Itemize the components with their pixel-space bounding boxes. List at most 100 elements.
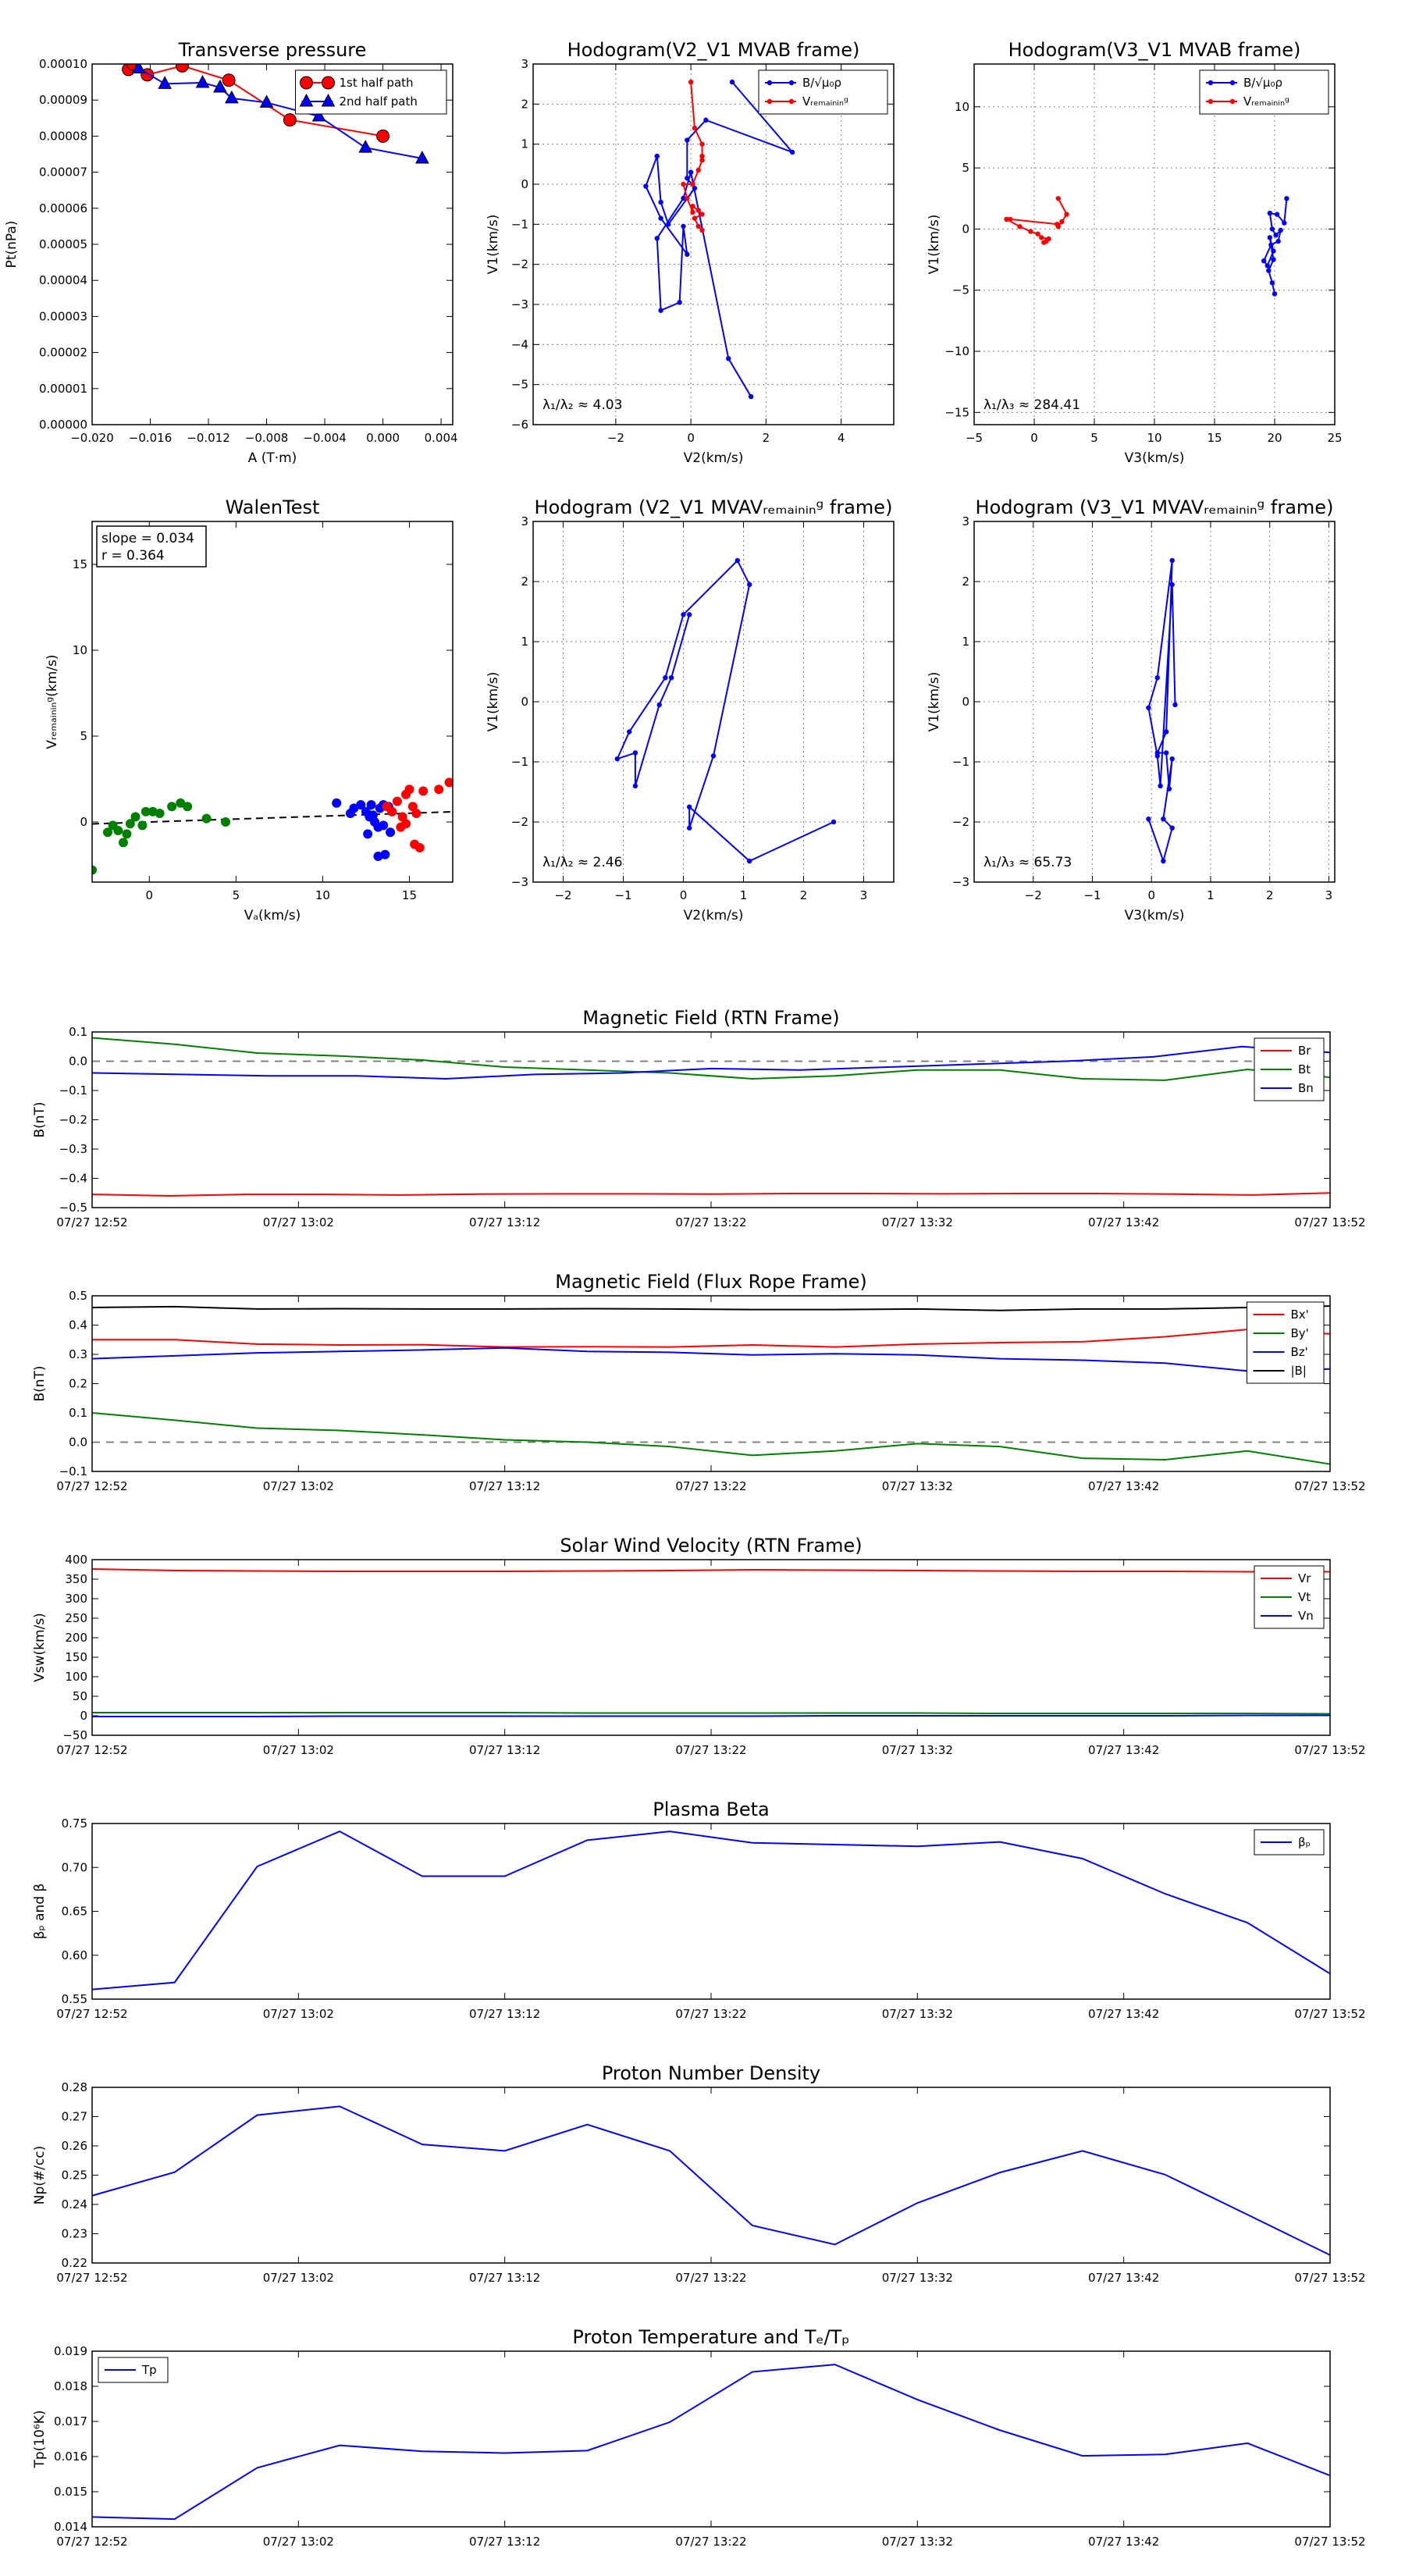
- series-line: [1147, 560, 1176, 864]
- series-line: [92, 1045, 1330, 1080]
- data-point: [444, 777, 453, 788]
- legend: βₚ: [1254, 1829, 1325, 1856]
- y-tick-label: 250: [65, 1611, 87, 1625]
- y-tick-label: 0: [962, 222, 969, 236]
- legend-marker: [321, 93, 336, 107]
- time-tick-label: 07/27 13:02: [263, 1743, 334, 1757]
- y-tick-label: −15: [944, 405, 969, 419]
- y-axis-label: Tp(10⁶K): [32, 2410, 48, 2468]
- x-tick-label: 3: [860, 888, 868, 902]
- data-point: [735, 557, 740, 564]
- time-tick-label: 07/27 12:52: [56, 2271, 127, 2285]
- x-tick-label: 0: [680, 888, 688, 902]
- plot-area: [614, 557, 837, 864]
- y-tick-label: −4: [511, 337, 528, 351]
- x-tick-label: 5: [1090, 431, 1098, 445]
- y-tick-label: −3: [952, 875, 969, 889]
- legend-entry: Bt: [1298, 1062, 1311, 1076]
- legend-marker: [1229, 98, 1236, 105]
- data-point: [259, 94, 274, 108]
- data-point: [122, 829, 132, 839]
- y-tick-label: 300: [65, 1592, 87, 1606]
- data-point: [1278, 227, 1283, 233]
- chart-title: Transverse pressure: [178, 39, 367, 61]
- legend: Vr Vt Vn: [1254, 1565, 1325, 1629]
- data-point: [666, 222, 671, 227]
- legend-marker: [788, 98, 795, 105]
- y-tick-label: 5: [962, 161, 969, 175]
- y-axis-label: B(nT): [32, 1101, 48, 1137]
- series-line: [92, 1831, 1330, 1991]
- data-point: [183, 802, 193, 812]
- data-point: [747, 858, 752, 864]
- x-tick-label: 0: [1030, 431, 1038, 445]
- data-point: [414, 843, 425, 852]
- legend-entry: Vt: [1298, 1590, 1311, 1604]
- time-tick-label: 07/27 12:52: [56, 1743, 127, 1757]
- time-tick-label: 07/27 13:52: [1294, 2007, 1365, 2021]
- legend-marker: [767, 80, 773, 86]
- chart-tp_temp: 07/27 12:52 07/27 13:02 07/27 13:12 07/27 1…: [32, 2326, 1366, 2549]
- y-tick-label: −1: [511, 217, 528, 231]
- time-tick-label: 07/27 13:32: [882, 1215, 953, 1229]
- y-axis-label: Vᵣₑₘₐᵢₙᵢₙᵍ(km/s): [44, 654, 60, 749]
- data-point: [155, 809, 165, 818]
- x-tick-label: 5: [233, 888, 240, 902]
- data-point: [1017, 224, 1023, 229]
- fit-stats-box: slope = 0.034 r = 0.364: [96, 525, 207, 568]
- data-point: [1261, 258, 1267, 264]
- data-point: [1039, 235, 1044, 240]
- x-tick-label: 2: [1266, 888, 1274, 902]
- y-tick-label: 400: [65, 1553, 87, 1567]
- data-point: [332, 798, 342, 808]
- data-point: [1041, 240, 1047, 245]
- y-axis-label: B(nT): [32, 1365, 48, 1401]
- legend-marker: [299, 93, 314, 107]
- chart-title: Magnetic Field (Flux Rope Frame): [555, 1271, 866, 1293]
- data-point: [789, 149, 795, 155]
- data-point: [1271, 257, 1276, 262]
- chart-mag_rtn: 07/27 12:52 07/27 13:02 07/27 13:12 07/27 1…: [32, 1007, 1366, 1229]
- y-tick-label: 0.24: [62, 2197, 87, 2211]
- data-point: [1146, 816, 1151, 822]
- time-tick-label: 07/27 13:12: [469, 1743, 540, 1757]
- series-line: [92, 1329, 1330, 1348]
- time-tick-label: 07/27 13:12: [469, 1215, 540, 1229]
- legend: 1st half path 2nd half path: [295, 69, 447, 115]
- data-point: [411, 809, 422, 818]
- series-line: [615, 559, 834, 863]
- data-point: [1064, 212, 1069, 217]
- data-point: [113, 826, 123, 835]
- data-point: [685, 251, 690, 258]
- x-axis-label: A (T·m): [248, 450, 297, 466]
- time-tick-label: 07/27 13:12: [469, 2271, 540, 2285]
- data-point: [358, 140, 373, 153]
- y-tick-label: 0.00009: [39, 93, 87, 107]
- y-tick-label: 3: [521, 514, 528, 528]
- data-point: [1271, 248, 1276, 254]
- plot-area: [92, 1305, 1330, 1465]
- x-tick-label: −0.020: [70, 431, 114, 445]
- data-point: [1146, 705, 1151, 710]
- fit-stat: slope = 0.034: [101, 531, 194, 546]
- time-tick-label: 07/27 12:52: [56, 2535, 127, 2549]
- data-point: [681, 181, 686, 187]
- data-point: [1274, 212, 1280, 217]
- time-tick-label: 07/27 13:42: [1088, 1479, 1159, 1493]
- chart-vsw: 07/27 12:52 07/27 13:02 07/27 13:12 07/27 1…: [32, 1535, 1366, 1757]
- y-tick-label: −0.1: [59, 1464, 87, 1478]
- data-point: [699, 158, 705, 163]
- x-tick-label: 0: [687, 431, 695, 445]
- data-point: [658, 308, 663, 313]
- data-point: [137, 820, 148, 831]
- time-tick-label: 07/27 13:02: [263, 1215, 334, 1229]
- axes-frame: [91, 1823, 1331, 2000]
- y-tick-label: −2: [511, 815, 528, 829]
- y-axis-label: Np(#/cc): [32, 2146, 48, 2204]
- data-point: [1169, 557, 1175, 564]
- time-tick-label: 07/27 13:12: [469, 2535, 540, 2549]
- y-tick-label: −0.4: [59, 1172, 87, 1186]
- axes-frame: [91, 2350, 1331, 2528]
- legend-marker: [788, 80, 795, 86]
